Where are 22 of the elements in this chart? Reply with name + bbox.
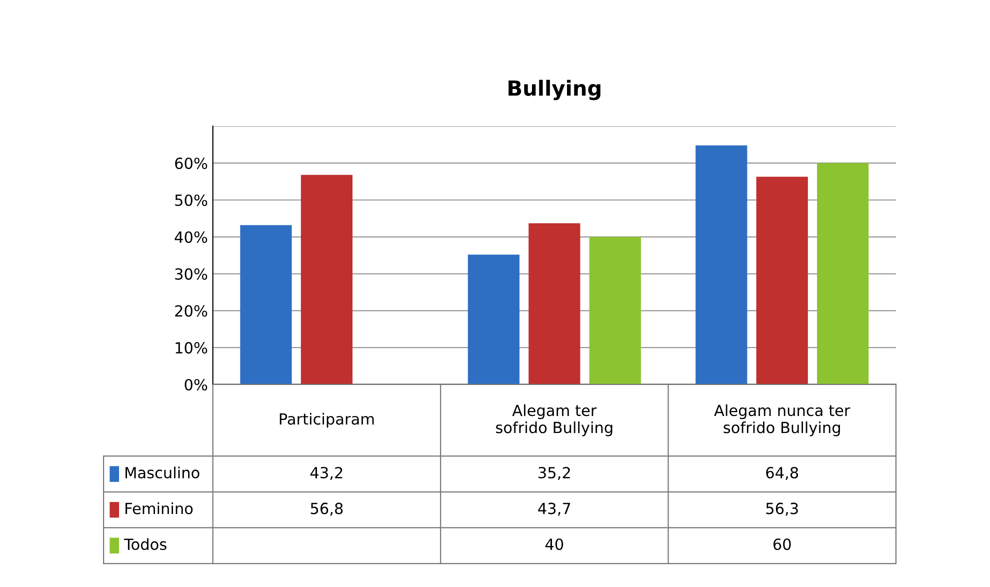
data-label: 56,8 xyxy=(310,502,343,516)
x-tick-label: Alegam nunca ter sofrido Bullying xyxy=(714,404,850,436)
data-label: 43,7 xyxy=(538,502,570,516)
y-tick-label: 20% xyxy=(175,305,208,317)
data-label: 60 xyxy=(773,538,791,550)
x-tick-label: Participaram xyxy=(280,412,374,428)
data-label: 40 xyxy=(545,538,564,550)
data-label: 64,8 xyxy=(766,466,798,480)
chart-title: Bullying xyxy=(508,80,600,100)
legend-label: Todos xyxy=(124,538,166,550)
y-tick-label: 10% xyxy=(176,342,208,354)
data-label: 43,2 xyxy=(310,466,342,480)
y-tick-label: 60% xyxy=(175,158,208,170)
y-tick-label: 30% xyxy=(175,268,208,280)
legend-label: Feminino xyxy=(126,502,193,514)
legend-label: Masculino xyxy=(126,466,200,478)
y-tick-label: 40% xyxy=(174,231,208,243)
data-label: 35,2 xyxy=(538,466,570,480)
x-tick-label: Alegam ter sofrido Bullying xyxy=(496,404,612,436)
y-tick-label: 50% xyxy=(175,194,208,206)
y-tick-label: 0% xyxy=(184,378,208,391)
data-label: 56,3 xyxy=(766,502,798,516)
